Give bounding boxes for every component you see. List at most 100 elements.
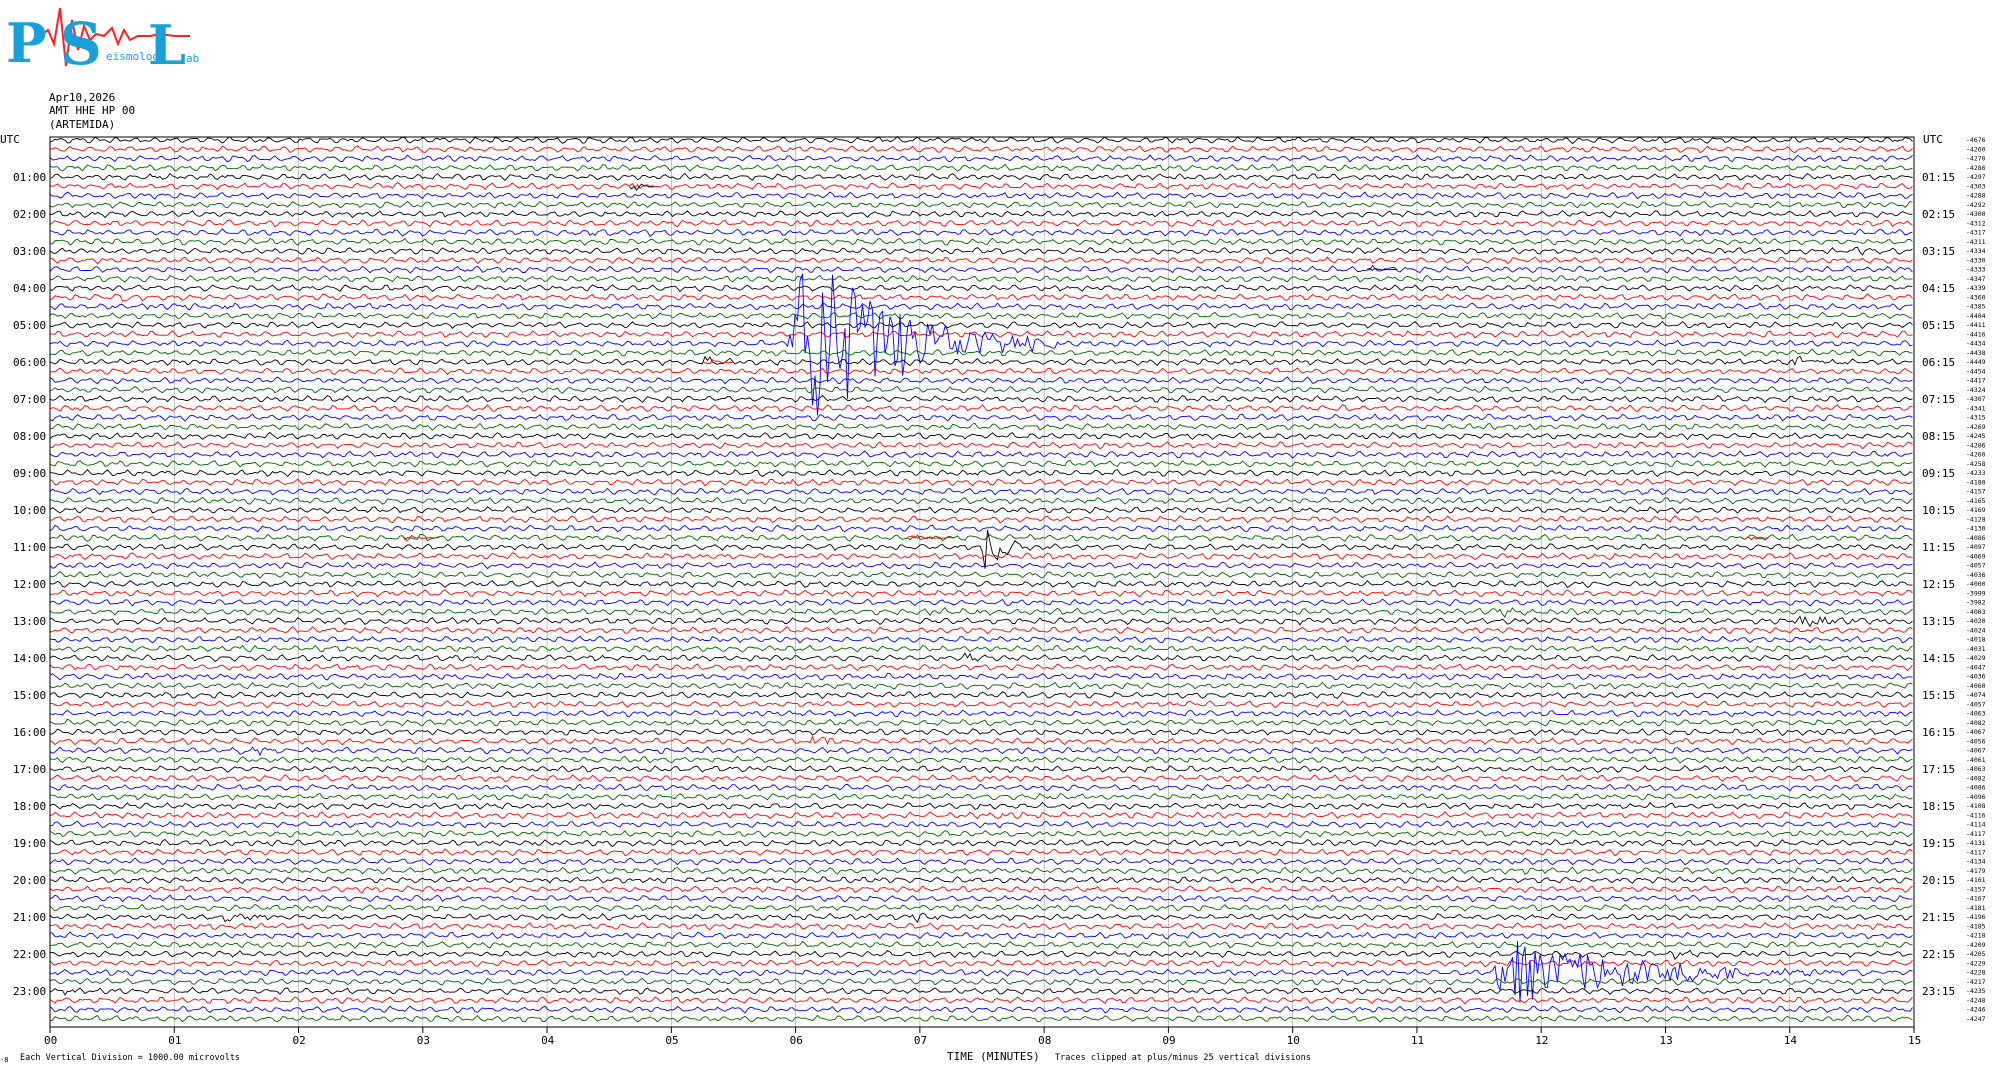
event-burst [702, 359, 733, 365]
right-time-label: 20:15 [1922, 874, 1955, 887]
trace-offset-label: -4248 [1966, 996, 1986, 1004]
right-time-label: 11:15 [1922, 541, 1955, 554]
seismic-trace [49, 644, 1913, 653]
trace-offset-label: -4069 [1966, 552, 1986, 560]
seismic-trace [49, 246, 1913, 256]
left-time-label: 13:00 [13, 615, 46, 628]
seismic-trace [49, 210, 1913, 219]
trace-offset-label: -4297 [1966, 173, 1986, 181]
left-time-label: 16:00 [13, 726, 46, 739]
seismic-trace [49, 977, 1913, 986]
utc-label-left: UTC [0, 133, 20, 146]
seismic-trace [49, 145, 1913, 154]
trace-offset-label: -4315 [1966, 414, 1986, 422]
trace-offset-label: -4086 [1966, 534, 1986, 542]
seismic-trace [49, 413, 1913, 422]
utc-label-right: UTC [1923, 133, 1943, 146]
seismic-trace [49, 450, 1913, 459]
trace-offset-label: -4324 [1966, 386, 1986, 394]
seismic-trace [49, 219, 1913, 228]
seismic-trace [49, 431, 1913, 441]
seismic-trace [49, 441, 1913, 450]
trace-offset-label: -4339 [1966, 284, 1986, 292]
trace-offset-label: -4057 [1966, 562, 1986, 570]
trace-offset-label: -4082 [1966, 719, 1986, 727]
left-time-label: 08:00 [13, 430, 46, 443]
trace-offset-label: -4056 [1966, 737, 1986, 745]
seismic-trace [49, 598, 1913, 607]
trace-offset-label: -4167 [1966, 895, 1986, 903]
right-time-label: 13:15 [1922, 615, 1955, 628]
trace-offset-label: -4000 [1966, 580, 1986, 588]
trace-offset-label: -4360 [1966, 293, 1986, 301]
seismic-trace [49, 191, 1913, 200]
left-time-label: 21:00 [13, 911, 46, 924]
seismic-trace [49, 237, 1913, 246]
seismic-trace [49, 385, 1913, 394]
left-time-label: 12:00 [13, 578, 46, 591]
seismic-trace [49, 709, 1913, 718]
seismic-trace [49, 941, 1913, 1003]
trace-group [49, 135, 1913, 1023]
seismic-trace [49, 672, 1913, 681]
right-time-label: 06:15 [1922, 356, 1955, 369]
seismic-trace [49, 735, 1913, 746]
trace-offset-label: -4018 [1966, 636, 1986, 644]
logo-letter-p: P [6, 11, 47, 75]
trace-offset-label: -4036 [1966, 571, 1986, 579]
trace-offset-label: -4134 [1966, 858, 1986, 866]
scale-note: Each Vertical Division = 1000.00 microvo… [20, 1053, 240, 1063]
seismic-trace [49, 829, 1913, 838]
seismic-trace [49, 746, 1913, 757]
trace-offset-label: -4286 [1966, 164, 1986, 172]
trace-offset-label: -4417 [1966, 377, 1986, 385]
x-tick-label: 15 [1908, 1034, 1921, 1047]
seismic-trace [49, 524, 1913, 533]
trace-offset-label: -4157 [1966, 488, 1986, 496]
left-time-label: 06:00 [13, 356, 46, 369]
trace-offset-label: -4416 [1966, 330, 1986, 338]
trace-offset-label: -4385 [1966, 303, 1986, 311]
seismic-trace [49, 691, 1913, 700]
trace-offset-label: -4247 [1966, 1015, 1986, 1023]
trace-offset-label: -4438 [1966, 349, 1986, 357]
trace-offset-label: -4454 [1966, 367, 1986, 375]
trace-offset-label: -4449 [1966, 358, 1986, 366]
trace-offset-label: -4288 [1966, 192, 1986, 200]
seismic-trace [49, 912, 1913, 924]
x-tick-label: 03 [417, 1034, 430, 1047]
trace-offset-label: -4057 [1966, 700, 1986, 708]
logo-letter-l: L [148, 13, 186, 77]
right-time-label: 17:15 [1922, 763, 1955, 776]
seismic-trace [49, 468, 1913, 478]
trace-offset-label: -4303 [1966, 182, 1986, 190]
seismic-trace [49, 801, 1913, 811]
seismic-trace [49, 264, 1913, 274]
trace-offset-label: -4404 [1966, 312, 1986, 320]
seismic-trace [50, 422, 1913, 431]
trace-offset-label: -4047 [1966, 663, 1986, 671]
right-time-label: 04:15 [1922, 282, 1955, 295]
trace-offset-label: -4181 [1966, 904, 1986, 912]
trace-offset-label: -4217 [1966, 978, 1986, 986]
x-tick-label: 02 [293, 1034, 306, 1047]
seismic-trace [49, 820, 1913, 829]
seismic-trace [49, 274, 1913, 283]
seismic-trace [49, 774, 1913, 783]
seismic-trace [49, 765, 1913, 774]
trace-offset-label: -3999 [1966, 589, 1986, 597]
header-name: (ARTEMIDA) [49, 118, 115, 131]
trace-offset-label: -4029 [1966, 654, 1986, 662]
x-tick-label: 08 [1038, 1034, 1051, 1047]
trace-offset-label: -4311 [1966, 238, 1986, 246]
right-time-label: 05:15 [1922, 319, 1955, 332]
left-time-label: 10:00 [13, 504, 46, 517]
trace-offset-label: -4086 [1966, 784, 1986, 792]
seismic-trace [49, 580, 1913, 589]
left-time-label: 22:00 [13, 948, 46, 961]
seismic-trace [49, 302, 1913, 311]
trace-offset-label: -4317 [1966, 229, 1986, 237]
trace-offset-label: -4196 [1966, 913, 1986, 921]
logo-squiggle-icon [37, 7, 190, 67]
event-burst [1745, 536, 1769, 541]
